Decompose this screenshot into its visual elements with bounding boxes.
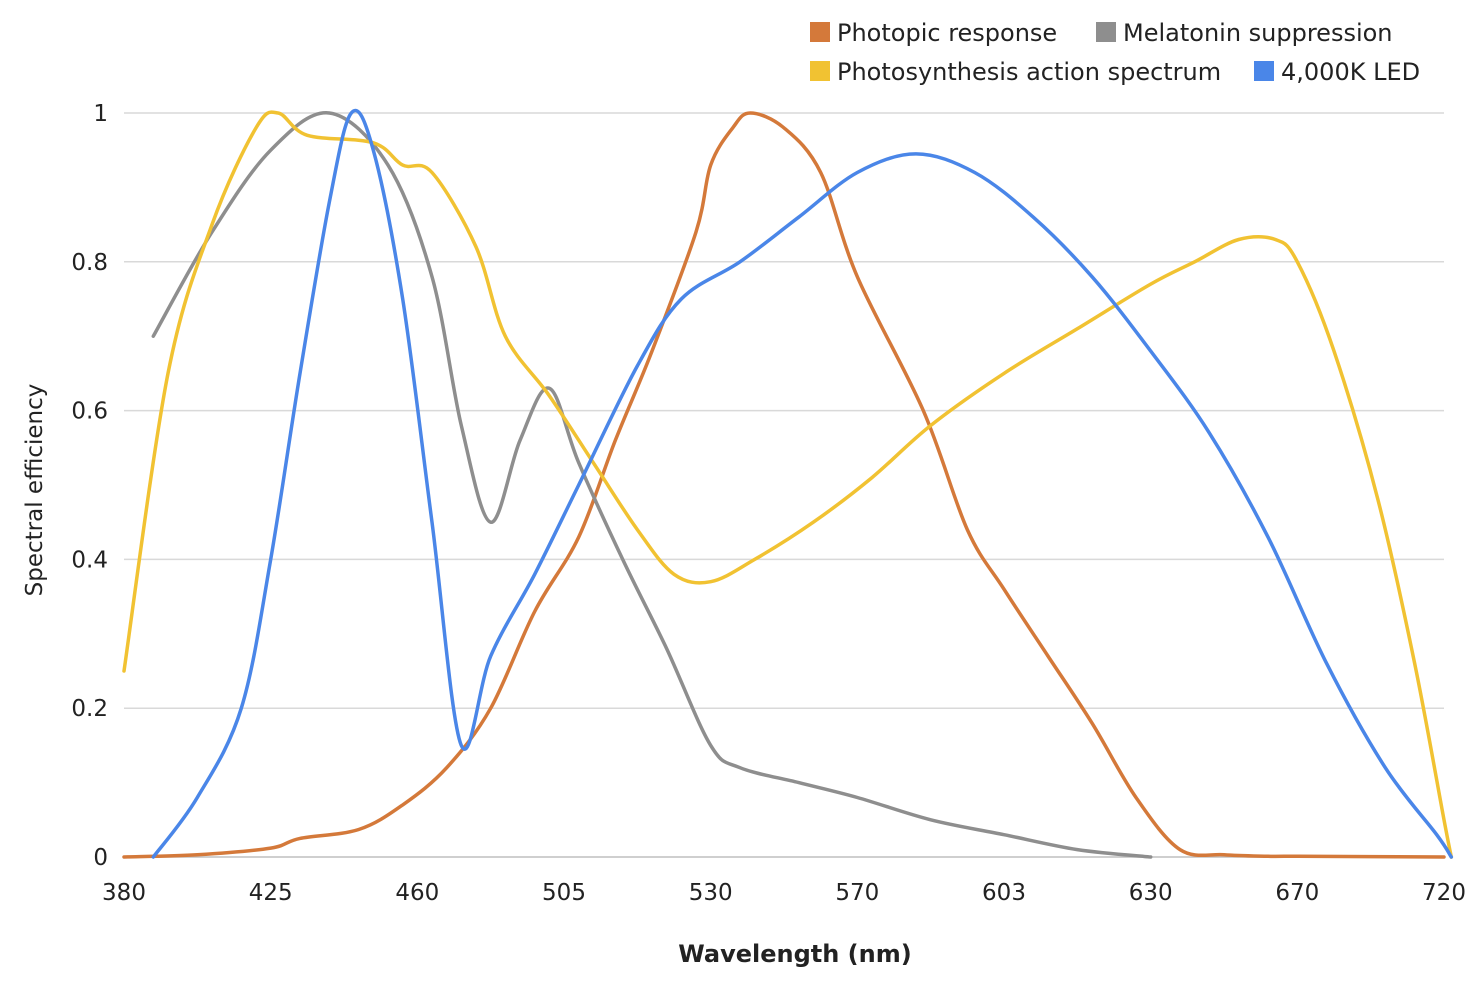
legend-swatch	[1254, 61, 1274, 81]
y-tick-label: 0.4	[71, 547, 108, 573]
legend-label: Melatonin suppression	[1123, 19, 1393, 47]
y-tick-label: 0.2	[71, 696, 108, 722]
y-tick-label: 0.6	[71, 399, 108, 425]
series-line-photopic-response	[122, 111, 1446, 859]
y-tick-label: 0	[93, 845, 108, 871]
x-axis-title: Wavelength (nm)	[678, 940, 911, 968]
legend: Photopic response Melatonin suppression Ph…	[810, 19, 1420, 86]
legend-label: Photosynthesis action spectrum	[837, 58, 1221, 86]
x-tick-label: 670	[1275, 880, 1319, 906]
y-tick-label: 1	[93, 101, 108, 127]
x-tick-labels: 380 425 460 505 530 570 603 630 670 720	[102, 880, 1466, 906]
x-tick-label: 530	[689, 880, 733, 906]
x-tick-label: 425	[249, 880, 293, 906]
x-tick-label: 720	[1422, 880, 1466, 906]
x-tick-label: 460	[395, 880, 439, 906]
x-tick-label: 570	[835, 880, 879, 906]
legend-swatch	[810, 61, 830, 81]
gridlines	[124, 112, 1444, 858]
x-tick-label: 505	[542, 880, 586, 906]
series-line-melatonin-suppression	[151, 111, 1153, 859]
legend-label: 4,000K LED	[1281, 58, 1420, 86]
y-tick-labels: 0 0.2 0.4 0.6 0.8 1	[71, 101, 108, 871]
legend-swatch	[1096, 22, 1116, 42]
y-axis-title: Spectral efficiency	[22, 384, 48, 597]
legend-swatch	[810, 22, 830, 42]
x-tick-label: 630	[1129, 880, 1173, 906]
y-tick-label: 0.8	[71, 250, 108, 276]
x-tick-label: 603	[982, 880, 1026, 906]
series-line-4-000k-led	[151, 109, 1454, 859]
x-tick-label: 380	[102, 880, 146, 906]
legend-label: Photopic response	[837, 19, 1057, 47]
series-lines	[122, 109, 1454, 859]
series-line-photosynthesis-action-spectrum	[122, 110, 1454, 859]
